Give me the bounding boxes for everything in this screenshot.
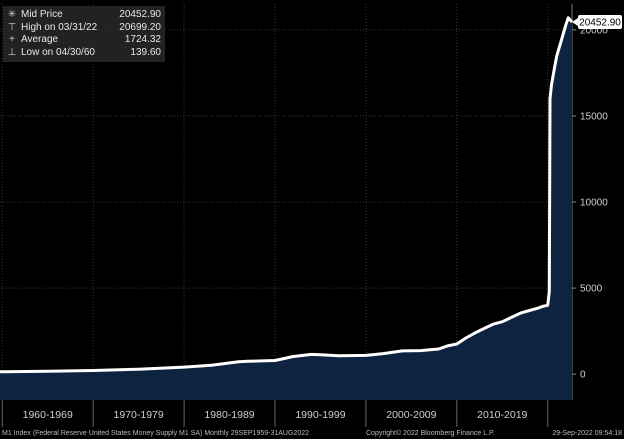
legend-label: Mid Price <box>21 9 63 20</box>
legend-label: High on 03/31/22 <box>21 21 98 33</box>
x-tick-label: 1980-1989 <box>204 409 254 421</box>
x-tick-label: 1970-1979 <box>114 409 164 421</box>
last-value-tag: 20452.90 <box>572 15 622 30</box>
last-value-tag-text: 20452.90 <box>579 18 621 29</box>
last-value-tag-box <box>578 15 622 30</box>
low-marker-icon: ⊥ <box>7 46 17 58</box>
y-tick-label: 10000 <box>580 198 608 209</box>
footer: M1 Index (Federal Reserve United States … <box>0 428 624 439</box>
asterisk-icon: ✳ <box>7 9 17 20</box>
x-tick-label: 2000-2009 <box>386 409 436 421</box>
x-tick-label: 2010-2019 <box>477 409 527 421</box>
x-axis: 1960-1969 1970-1979 1980-1989 1990-1999 2000… <box>0 400 624 427</box>
footer-timestamp: 29-Sep-2022 09:54:18 <box>552 430 622 437</box>
x-axis-band <box>0 400 624 427</box>
series-area-fill <box>0 17 572 401</box>
legend-value: 139.60 <box>130 46 161 58</box>
legend-value: 20452.90 <box>119 9 161 20</box>
y-tick-label: 0 <box>580 370 586 381</box>
legend-label: Low on 04/30/60 <box>21 46 95 58</box>
y-tick-label: 15000 <box>580 111 608 122</box>
y-axis: 0 5000 10000 15000 20000 <box>572 25 608 381</box>
legend-value: 1724.32 <box>124 34 161 45</box>
series-line <box>0 16 574 374</box>
x-tick-label: 1960-1969 <box>23 409 73 421</box>
footer-copyright: Copyright© 2022 Bloomberg Finance L.P. <box>366 430 495 437</box>
x-tick-label: 1990-1999 <box>295 409 345 421</box>
legend-row-average: + Average 1724.32 <box>7 34 161 47</box>
legend: ✳ Mid Price 20452.90 ⊤ High on 03/31/22 20… <box>3 6 165 62</box>
legend-label: Average <box>21 34 59 45</box>
y-tick-label: 20000 <box>580 25 608 36</box>
high-marker-icon: ⊤ <box>7 21 17 33</box>
last-value-pointer <box>572 18 578 27</box>
legend-value: 20699.20 <box>119 21 161 33</box>
legend-row-low: ⊥ Low on 04/30/60 139.60 <box>7 47 161 60</box>
legend-row-mid-price: ✳ Mid Price 20452.90 <box>7 9 161 22</box>
legend-row-high: ⊤ High on 03/31/22 20699.20 <box>7 22 161 35</box>
average-marker-icon: + <box>9 34 15 45</box>
y-tick-label: 5000 <box>580 284 603 295</box>
footer-description: M1 Index (Federal Reserve United States … <box>2 430 309 437</box>
